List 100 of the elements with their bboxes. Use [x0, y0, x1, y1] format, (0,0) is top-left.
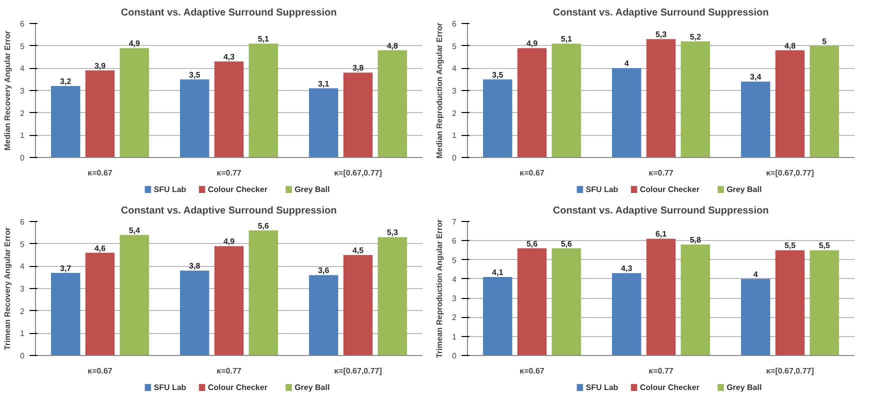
- bar: [552, 248, 582, 356]
- data-label: 5: [822, 36, 828, 46]
- y-axis-title: Trimean Reproduction Angular Error: [435, 219, 444, 358]
- y-tick-label: 6: [20, 20, 26, 28]
- data-label: 4,3: [621, 264, 633, 274]
- legend-label: Colour Checker: [208, 383, 268, 392]
- x-tick-label: κ=[0.67,0.77]: [766, 168, 814, 178]
- bar: [612, 273, 642, 356]
- y-tick-label: 1: [452, 332, 458, 342]
- x-tick-label: κ=0.67: [520, 366, 545, 376]
- data-label: 5,6: [526, 239, 538, 248]
- data-label: 4,9: [223, 237, 236, 246]
- data-label: 4,9: [128, 39, 141, 48]
- y-tick-label: 3: [452, 294, 458, 304]
- bar: [214, 246, 244, 356]
- chart-title: Constant vs. Adaptive Surround Suppression: [552, 8, 769, 18]
- data-label: 4,3: [223, 52, 236, 62]
- bar: [646, 238, 676, 356]
- legend-label: Colour Checker: [208, 185, 268, 194]
- bar: [120, 234, 150, 356]
- y-tick-label: 5: [20, 42, 26, 51]
- data-label: 3,6: [318, 266, 330, 276]
- bar: [120, 48, 150, 158]
- data-label: 5,6: [258, 221, 270, 230]
- y-tick-label: 4: [20, 262, 26, 272]
- bar: [775, 50, 805, 158]
- y-tick-label: 0: [452, 154, 458, 162]
- data-label: 5,4: [128, 226, 141, 235]
- data-label: 3,1: [318, 79, 330, 88]
- data-label: 4: [624, 59, 630, 68]
- y-tick-label: 6: [20, 218, 26, 226]
- data-label: 3,8: [352, 64, 364, 73]
- legend-label: Colour Checker: [640, 185, 700, 194]
- x-tick-label: κ=0.67: [520, 168, 545, 178]
- legend-label: SFU Lab: [154, 185, 186, 194]
- y-tick-label: 4: [452, 64, 458, 74]
- bar: [775, 250, 805, 356]
- data-label: 3,8: [189, 262, 201, 271]
- legend-label: Grey Ball: [726, 185, 762, 194]
- y-tick-label: 0: [452, 352, 458, 360]
- bar: [482, 277, 512, 356]
- data-label: 5,5: [818, 241, 831, 250]
- bar: [343, 255, 373, 356]
- bar: [482, 79, 512, 158]
- x-tick-label: κ=0.77: [648, 366, 674, 376]
- y-tick-label: 2: [452, 313, 458, 322]
- y-tick-label: 5: [20, 240, 26, 249]
- data-label: 4,6: [94, 244, 106, 253]
- y-axis-title: Median Reproduction Angular Error: [435, 22, 444, 159]
- data-label: 3,9: [94, 61, 106, 70]
- y-tick-label: 7: [452, 218, 458, 226]
- x-tick-label: κ=[0.67,0.77]: [334, 366, 382, 376]
- bar: [50, 86, 80, 158]
- x-tick-label: κ=0.67: [88, 366, 113, 376]
- bar: [517, 48, 547, 158]
- data-label: 5,6: [560, 239, 573, 248]
- bar: [85, 252, 115, 356]
- y-axis-title: Trimean Recovery Angular Error: [3, 227, 12, 350]
- data-label: 3,5: [189, 70, 201, 80]
- x-tick-label: κ=0.67: [88, 168, 113, 178]
- y-tick-label: 2: [452, 108, 458, 118]
- y-tick-label: 5: [452, 42, 458, 51]
- x-tick-label: κ=[0.67,0.77]: [334, 168, 382, 178]
- data-label: 6,1: [655, 230, 668, 239]
- bar: [308, 275, 338, 356]
- bar: [248, 230, 278, 356]
- y-tick-label: 4: [452, 274, 458, 284]
- data-label: 4,8: [386, 41, 399, 50]
- y-tick-label: 2: [20, 306, 26, 316]
- bar: [612, 68, 642, 158]
- y-tick-label: 1: [20, 131, 26, 140]
- legend-label: SFU Lab: [586, 185, 618, 194]
- bar: [343, 72, 373, 158]
- data-label: 5,3: [386, 228, 399, 238]
- bar: [740, 278, 770, 356]
- data-label: 5,2: [690, 32, 702, 42]
- bar: [810, 250, 840, 356]
- y-tick-label: 6: [452, 236, 458, 246]
- bar: [740, 82, 770, 158]
- y-tick-label: 1: [452, 131, 458, 140]
- y-tick-label: 4: [20, 64, 26, 74]
- y-tick-label: 0: [20, 352, 26, 360]
- bar: [517, 248, 547, 356]
- data-label: 4,1: [492, 268, 504, 278]
- data-label: 3,2: [60, 77, 72, 86]
- y-tick-label: 0: [20, 154, 26, 162]
- bar: [810, 46, 840, 158]
- bar: [248, 44, 278, 158]
- data-label: 3,7: [60, 264, 72, 273]
- data-label: 4,9: [526, 39, 538, 48]
- data-label: 5,1: [258, 34, 270, 44]
- legend-label: Grey Ball: [294, 185, 330, 194]
- bar: [378, 237, 408, 356]
- x-tick-label: κ=0.77: [216, 366, 242, 376]
- bar: [680, 244, 710, 356]
- bar: [552, 44, 582, 158]
- bar: [50, 272, 80, 356]
- y-tick-label: 6: [452, 20, 458, 28]
- data-label: 5,5: [784, 241, 796, 250]
- bar: [378, 50, 408, 158]
